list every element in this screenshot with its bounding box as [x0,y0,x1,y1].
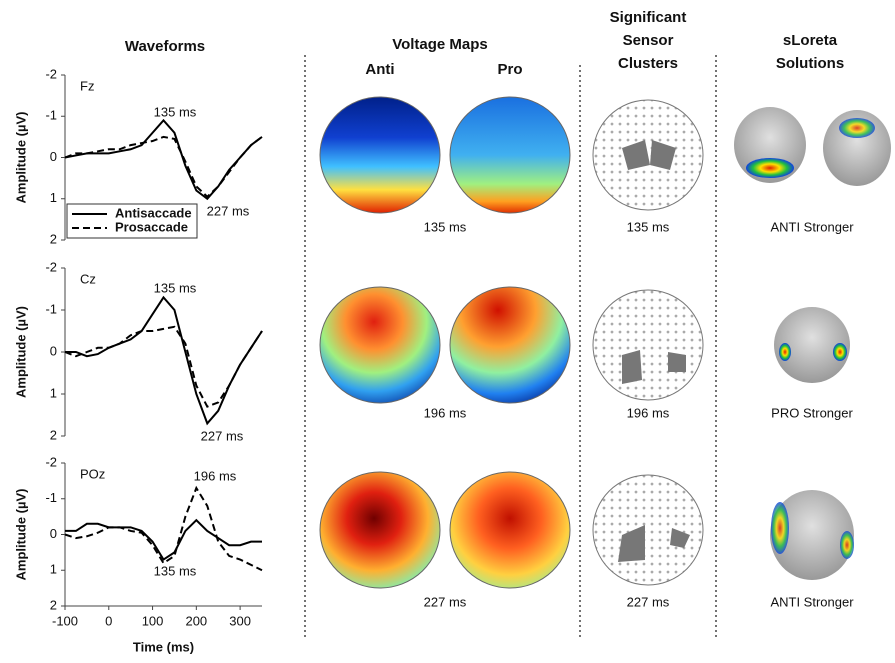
sensor-cluster [593,290,703,400]
x-tick-label: 100 [142,613,164,628]
header: Solutions [776,55,844,72]
x-tick-label: 300 [229,613,251,628]
source-label: ANTI Stronger [770,594,854,609]
source-label: PRO Stronger [771,405,853,420]
annotation: 135 ms [154,104,197,119]
legend-label: Prosaccade [115,219,188,234]
y-axis-label: Amplitude (µV) [13,112,28,204]
cluster [622,350,642,384]
annotation: 196 ms [194,468,237,483]
page: Waveforms Voltage Maps Anti Pro Signific… [0,0,895,663]
y-tick-label: 2 [50,427,57,442]
figure: Waveforms Voltage Maps Anti Pro Signific… [0,0,895,663]
cluster-time: 196 ms [627,405,670,420]
header: Waveforms [125,38,205,55]
y-tick-label: -2 [45,259,57,274]
source-image [770,490,854,580]
y-tick-label: 1 [50,190,57,205]
y-tick-label: 0 [50,343,57,358]
y-tick-label: 0 [50,526,57,541]
header: Pro [497,61,522,78]
activation [840,531,854,559]
waveform-chart: -2 -1 0 1 2 Amplitude (µV) POz -100 0 100 200 300 Ti… [13,454,262,654]
y-tick-label: 1 [50,385,57,400]
source-image [734,107,891,186]
x-tick-label: 0 [105,613,112,628]
annotation: 227 ms [201,428,244,443]
sensor-cluster [593,475,703,585]
x-tick-label: 200 [185,613,207,628]
waveform-line [65,297,262,423]
x-axis-label: Time (ms) [133,639,194,654]
head-map [320,472,440,588]
header: Significant [610,9,687,26]
cluster [668,352,686,372]
annotation: 135 ms [154,280,197,295]
map-time: 135 ms [424,219,467,234]
waveform-line [65,120,262,198]
channel-label: POz [80,466,105,481]
source-image [774,307,850,383]
waveform-chart: -2 -1 0 1 2 Amplitude (µV) Fz AntisaccadeProsac… [13,66,262,246]
sensor-head [593,475,703,585]
y-tick-label: 2 [50,597,57,612]
voltage-map-row [320,97,570,213]
source-label: ANTI Stronger [770,219,854,234]
cluster-time: 227 ms [627,594,670,609]
sensor-cluster [593,100,703,210]
sensor-head [593,290,703,400]
waveform-chart: -2 -1 0 1 2 Amplitude (µV) Cz 135 ms 227 ms [13,259,262,443]
head-map [320,287,440,403]
header: Clusters [618,55,678,72]
y-tick-label: -1 [45,301,57,316]
header: Sensor [623,32,674,49]
waveform-line [65,327,262,407]
activation [771,502,789,554]
y-tick-label: 1 [50,562,57,577]
voltage-map-row [320,287,570,403]
voltage-map-row [320,472,570,588]
channel-label: Fz [80,78,94,93]
header: sLoreta [783,32,838,49]
annotation: 227 ms [207,203,250,218]
head-map [450,472,570,588]
map-time: 227 ms [424,594,467,609]
activation [746,158,794,178]
y-tick-label: -1 [45,108,57,123]
activation [839,118,875,138]
x-tick-label: -100 [52,613,78,628]
y-tick-label: -2 [45,66,57,81]
head-map [450,97,570,213]
y-axis-label: Amplitude (µV) [13,489,28,581]
annotation: 135 ms [154,563,197,578]
header: Voltage Maps [392,36,488,53]
head-map [320,97,440,213]
channel-label: Cz [80,271,96,286]
y-tick-label: -2 [45,454,57,469]
head-map [450,287,570,403]
legend-label: Antisaccade [115,205,192,220]
y-tick-label: 0 [50,149,57,164]
waveform-line [65,520,262,559]
activation [833,343,847,361]
cluster-time: 135 ms [627,219,670,234]
y-tick-label: 2 [50,231,57,246]
y-axis-label: Amplitude (µV) [13,306,28,398]
y-tick-label: -1 [45,490,57,505]
map-time: 196 ms [424,405,467,420]
activation [779,343,791,361]
header: Anti [365,61,394,78]
